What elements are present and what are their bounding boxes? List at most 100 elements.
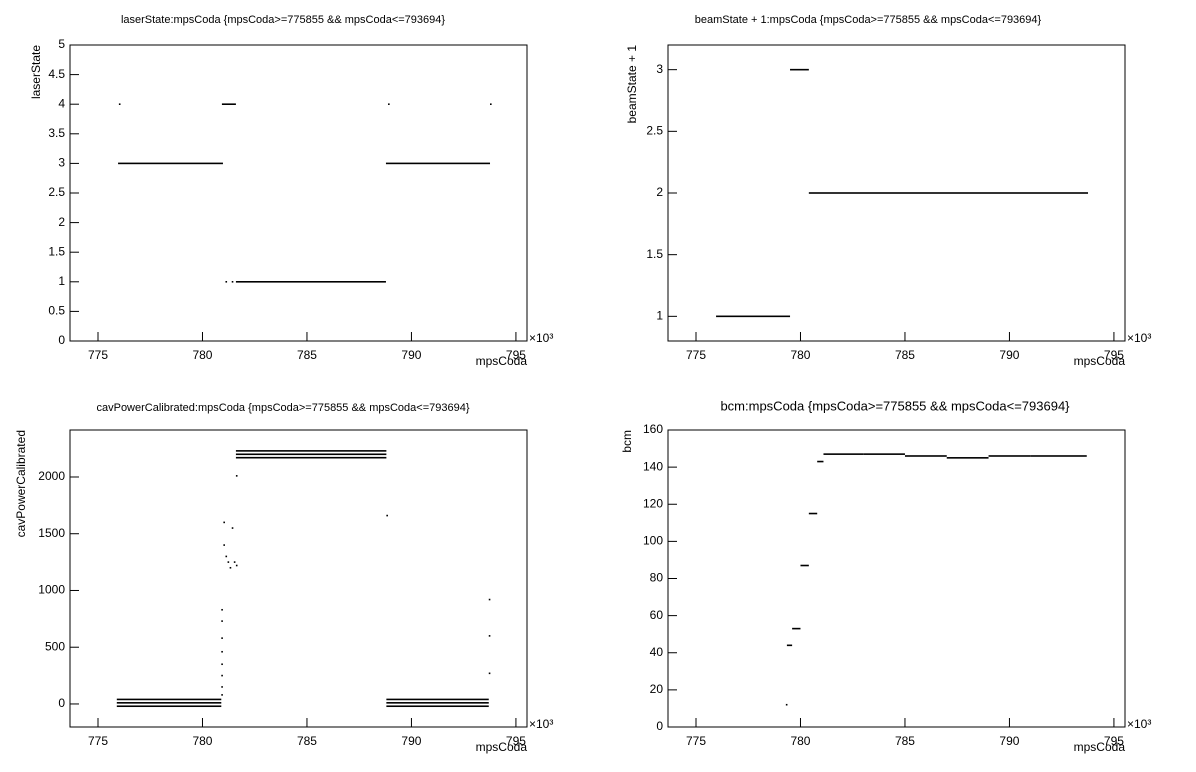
x-tick-label: 785: [297, 734, 317, 748]
data-segment: [800, 564, 809, 567]
x-tick-label: 795: [506, 734, 526, 748]
data-segment: [116, 702, 222, 704]
y-tick-label: 20: [650, 682, 664, 696]
data-segment: [792, 627, 801, 630]
data-segment: [235, 564, 238, 567]
x-tick-label: 790: [401, 734, 421, 748]
y-tick-label: 2: [656, 185, 663, 199]
x-tick-label: 780: [192, 734, 212, 748]
y-tick-label: 80: [650, 571, 664, 585]
data-segment: [235, 450, 387, 452]
data-segment: [225, 555, 228, 558]
y-tick-label: 4.5: [48, 67, 65, 81]
data-segment: [229, 566, 232, 569]
x-tick-label: 790: [999, 734, 1019, 748]
x-exponent: ×10³: [529, 331, 553, 345]
data-segment: [118, 103, 121, 105]
y-tick-label: 160: [643, 422, 663, 436]
data-segment: [808, 512, 818, 515]
data-segment: [223, 544, 225, 546]
data-segment: [221, 694, 223, 696]
data-segment: [488, 635, 491, 637]
x-exponent: ×10³: [1127, 331, 1151, 345]
data-segment: [235, 475, 238, 477]
y-tick-label: 5: [58, 37, 65, 51]
y-tick-label: 3: [656, 62, 663, 76]
x-axis-label: mpsCoda: [1074, 354, 1126, 368]
plot-frame: [667, 429, 1126, 728]
x-tick-label: 775: [686, 348, 706, 362]
x-tick-label: 785: [895, 348, 915, 362]
y-tick-label: 2.5: [48, 185, 65, 199]
y-tick-label: 60: [650, 608, 664, 622]
data-segment: [786, 644, 793, 647]
data-segment: [223, 521, 225, 524]
data-segment: [235, 453, 387, 456]
data-segment: [116, 698, 222, 701]
y-tick-label: 0.5: [48, 304, 65, 318]
data-segment: [118, 162, 223, 165]
data-segment: [808, 192, 1089, 194]
x-tick-label: 775: [88, 734, 108, 748]
x-axis-label: mpsCoda: [476, 354, 528, 368]
data-segment: [817, 460, 824, 463]
y-tick-label: 4: [58, 96, 65, 110]
data-segment: [386, 705, 489, 708]
data-segment: [863, 453, 905, 455]
y-tick-label: 0: [58, 333, 65, 347]
y-tick-label: 1.5: [48, 244, 65, 258]
y-axis-label: bcm: [620, 430, 634, 453]
data-segment: [1030, 455, 1087, 457]
data-segment: [235, 456, 387, 459]
chart-title: beamState + 1:mpsCoda {mpsCoda>=775855 &…: [695, 14, 1042, 26]
y-axis-label: laserState: [29, 45, 43, 99]
x-tick-label: 780: [790, 734, 810, 748]
x-tick-label: 795: [1104, 348, 1124, 362]
x-axis-label: mpsCoda: [476, 740, 528, 754]
data-segment: [988, 455, 1031, 457]
data-segment: [221, 620, 223, 622]
plot-frame: [69, 429, 528, 728]
y-tick-label: 0: [58, 696, 65, 710]
y-tick-label: 2: [58, 215, 65, 229]
y-tick-label: 1: [656, 309, 663, 323]
x-tick-label: 785: [895, 734, 915, 748]
data-segment: [386, 514, 388, 517]
y-tick-label: 120: [643, 496, 663, 510]
data-segment: [221, 637, 223, 639]
x-tick-label: 780: [192, 348, 212, 362]
data-segment: [386, 698, 489, 701]
y-tick-label: 100: [643, 534, 663, 548]
data-segment: [225, 281, 228, 283]
data-segment: [221, 663, 223, 666]
data-segment: [488, 598, 491, 601]
x-exponent: ×10³: [1127, 717, 1151, 731]
x-exponent: ×10³: [529, 717, 553, 731]
chart-title: laserState:mpsCoda {mpsCoda>=775855 && m…: [121, 14, 445, 26]
y-axis-label: beamState + 1: [625, 45, 639, 124]
x-tick-label: 790: [999, 348, 1019, 362]
data-segment: [490, 103, 492, 105]
data-segment: [227, 561, 230, 563]
y-tick-label: 0: [656, 719, 663, 733]
data-segment: [388, 103, 390, 105]
data-segment: [823, 453, 864, 455]
data-segment: [946, 457, 989, 459]
chart-title: bcm:mpsCoda {mpsCoda>=775855 && mpsCoda<…: [720, 398, 1070, 413]
x-tick-label: 795: [1104, 734, 1124, 748]
data-segment: [231, 527, 234, 529]
data-segment: [221, 686, 223, 688]
data-segment: [221, 650, 223, 653]
data-segment: [904, 455, 947, 457]
data-segment: [221, 674, 223, 677]
y-tick-label: 3.5: [48, 126, 65, 140]
data-segment: [716, 315, 791, 318]
plot-frame: [69, 44, 528, 342]
y-tick-label: 2.5: [646, 124, 663, 138]
y-tick-label: 40: [650, 645, 664, 659]
data-segment: [233, 561, 236, 563]
data-segment: [790, 68, 809, 71]
y-axis-label: cavPowerCalibrated: [14, 430, 28, 537]
data-segment: [386, 702, 489, 704]
